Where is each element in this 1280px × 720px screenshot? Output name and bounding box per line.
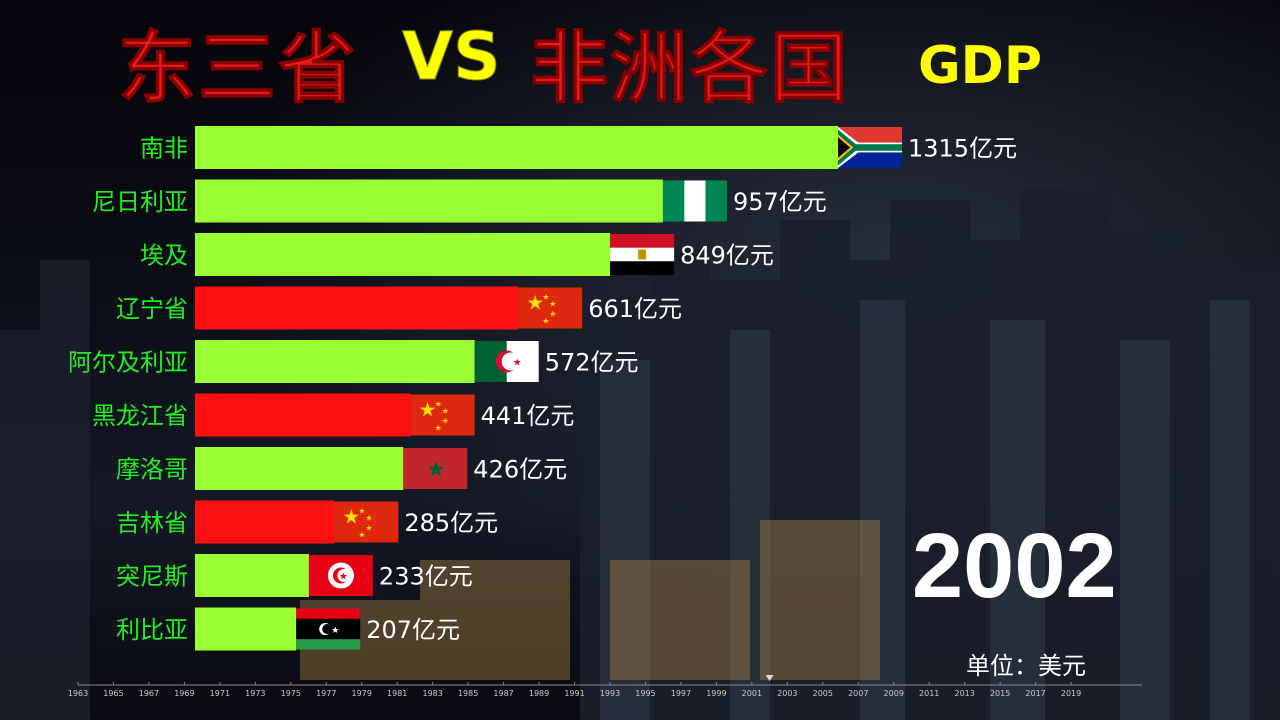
category-label: 利比亚 xyxy=(116,616,188,644)
svg-text:★: ★ xyxy=(365,524,372,533)
libya-flag-icon: ★ xyxy=(296,608,361,650)
svg-text:★: ★ xyxy=(549,300,556,309)
china-flag-icon: ★★★★★ xyxy=(410,394,475,436)
timeline-tick-label: 1971 xyxy=(210,689,230,698)
svg-text:★: ★ xyxy=(342,505,360,529)
timeline-tick-label: 2013 xyxy=(954,689,974,698)
value-label: 426亿元 xyxy=(473,456,567,484)
title-part-northeast: 东三省 xyxy=(117,24,359,115)
bar xyxy=(195,554,309,597)
svg-text:★: ★ xyxy=(542,317,549,326)
value-label: 661亿元 xyxy=(588,295,682,323)
timeline-tick-label: 1969 xyxy=(174,689,194,698)
timeline-tick-label: 1983 xyxy=(422,689,442,698)
timeline-tick-label: 1975 xyxy=(281,689,301,698)
svg-text:★: ★ xyxy=(549,310,556,319)
timeline-tick-label: 1979 xyxy=(352,689,372,698)
timeline-tick-label: 2015 xyxy=(990,689,1010,698)
tunisia-flag-icon: ★ xyxy=(308,555,373,596)
title-part-gdp: GDP xyxy=(918,36,1042,96)
timeline-marker[interactable] xyxy=(765,675,774,681)
timeline-tick-label: 1973 xyxy=(245,689,265,698)
timeline-tick-label: 1991 xyxy=(564,689,584,698)
svg-text:★: ★ xyxy=(339,572,348,583)
svg-text:★: ★ xyxy=(358,531,365,540)
category-label: 摩洛哥 xyxy=(116,456,188,484)
bar xyxy=(195,340,475,383)
timeline-tick-label: 1963 xyxy=(68,689,88,698)
category-label: 南非 xyxy=(140,135,188,163)
timeline-tick-label: 1967 xyxy=(139,689,159,698)
timeline-tick-label: 2003 xyxy=(777,689,797,698)
bar xyxy=(195,179,663,223)
value-label: 957亿元 xyxy=(733,188,827,216)
category-label: 埃及 xyxy=(140,242,188,270)
title-part-vs: VS xyxy=(402,18,502,96)
egypt-flag-icon xyxy=(610,234,675,275)
nigeria-flag-icon xyxy=(662,180,727,222)
morocco-flag-icon: ★ xyxy=(403,448,468,489)
bar xyxy=(195,393,411,437)
bar xyxy=(195,286,519,330)
current-year: 2002 xyxy=(912,515,1117,617)
timeline-tick-label: 1997 xyxy=(671,689,691,698)
svg-text:★: ★ xyxy=(526,291,544,315)
value-label: 207亿元 xyxy=(366,616,460,644)
svg-text:★: ★ xyxy=(435,424,442,433)
china-flag-icon: ★★★★★ xyxy=(334,501,399,543)
timeline-tick-label: 1985 xyxy=(458,689,478,698)
svg-text:★: ★ xyxy=(331,626,339,636)
value-label: 233亿元 xyxy=(379,563,473,591)
bar xyxy=(195,500,335,544)
svg-text:★: ★ xyxy=(542,293,549,302)
algeria-flag-icon: ★ xyxy=(474,341,539,382)
south-africa-flag-icon xyxy=(838,127,902,168)
svg-text:★: ★ xyxy=(419,398,437,422)
timeline-tick-label: 2009 xyxy=(884,689,904,698)
value-label: 572亿元 xyxy=(545,349,639,377)
timeline-tick-label: 1999 xyxy=(706,689,726,698)
timeline-tick-label: 1993 xyxy=(600,689,620,698)
timeline-tick-label: 1995 xyxy=(635,689,655,698)
svg-text:★: ★ xyxy=(365,514,372,523)
bar xyxy=(195,126,838,169)
unit-label: 单位：美元 xyxy=(966,652,1086,680)
timeline-tick-label: 2007 xyxy=(848,689,868,698)
value-label: 441亿元 xyxy=(481,402,575,430)
category-label: 黑龙江省 xyxy=(92,402,188,430)
category-label: 阿尔及利亚 xyxy=(68,349,188,377)
value-label: 849亿元 xyxy=(680,242,774,270)
timeline-tick-label: 2019 xyxy=(1061,689,1081,698)
timeline-tick-label: 1981 xyxy=(387,689,407,698)
svg-text:★: ★ xyxy=(442,417,449,426)
timeline-tick-label: 2001 xyxy=(742,689,762,698)
timeline-tick-label: 1977 xyxy=(316,689,336,698)
bar xyxy=(195,233,611,276)
svg-text:★: ★ xyxy=(358,507,365,516)
timeline-tick-label: 1965 xyxy=(103,689,123,698)
svg-text:★: ★ xyxy=(426,458,446,483)
category-label: 突尼斯 xyxy=(116,563,188,591)
timeline-tick-label: 1987 xyxy=(493,689,513,698)
bar xyxy=(195,447,404,490)
value-label: 285亿元 xyxy=(404,509,498,537)
title-part-africa: 非洲各国 xyxy=(529,24,851,115)
svg-text:★: ★ xyxy=(435,400,442,409)
china-flag-icon: ★★★★★ xyxy=(518,287,583,329)
category-label: 吉林省 xyxy=(116,509,188,537)
timeline-tick-label: 2005 xyxy=(813,689,833,698)
timeline-tick-label: 1989 xyxy=(529,689,549,698)
bar xyxy=(195,607,297,651)
category-label: 尼日利亚 xyxy=(92,188,188,216)
timeline-tick-label: 2017 xyxy=(1025,689,1045,698)
value-label: 1315亿元 xyxy=(908,135,1017,163)
chart-title: 东三省 VS 非洲各国 GDP xyxy=(117,6,1058,115)
svg-text:★: ★ xyxy=(513,358,522,369)
category-label: 辽宁省 xyxy=(116,295,188,323)
timeline-tick-label: 2011 xyxy=(919,689,939,698)
svg-text:★: ★ xyxy=(442,407,449,416)
